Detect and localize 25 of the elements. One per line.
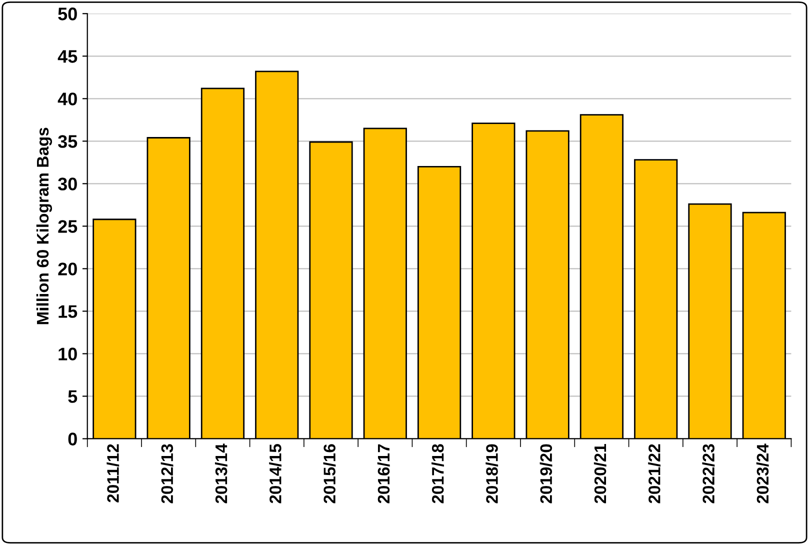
y-tick-label: 35 [58,135,78,148]
x-tick-label: 2015/16 [323,444,336,504]
x-tick-label: 2020/21 [594,444,606,504]
y-tick-label: 25 [58,220,78,233]
y-tick-label: 15 [58,305,78,318]
x-tick-label: 2017/18 [432,444,444,504]
y-tick-label: 50 [58,8,77,20]
y-tick-label: 30 [58,178,77,190]
y-tick-label: 0 [68,432,77,446]
x-tick-label: 2014/15 [269,444,282,504]
y-tick-label: 10 [58,348,77,360]
y-tick-label: 5 [68,390,78,403]
y-tick-label: 20 [58,262,77,276]
x-tick-label: 2019/20 [540,444,552,504]
x-tick-label: 2023/24 [756,444,769,504]
x-tick-label: 2021/22 [648,444,660,504]
y-tick-label: 45 [58,50,78,63]
y-axis-title: Million 60 Kilogram Bags [36,128,52,324]
x-tick-label: 2016/17 [377,444,390,504]
x-tick-label: 2011/12 [106,444,120,502]
y-tick-label: 40 [58,92,77,106]
x-tick-label: 2018/19 [486,444,498,504]
x-tick-label: 2022/23 [702,444,715,504]
x-tick-label: 2013/14 [214,444,228,504]
x-tick-label: 2012/13 [160,444,174,504]
